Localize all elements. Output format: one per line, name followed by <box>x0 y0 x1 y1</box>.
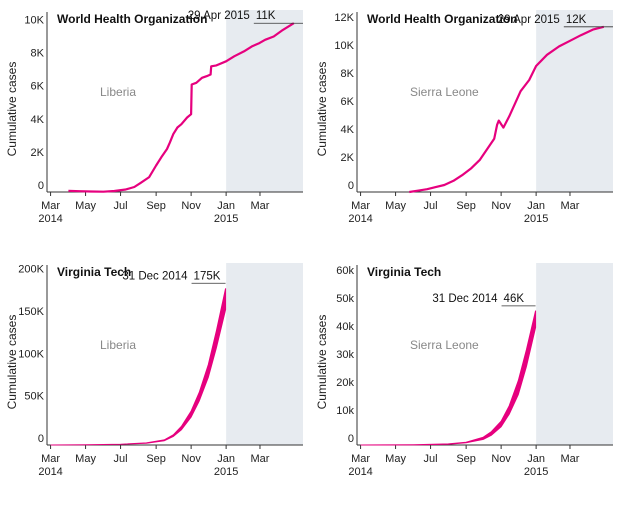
x-tick-year-label: 2014 <box>348 213 372 225</box>
chart-svg: World Health Organization Cumulative case… <box>5 10 303 225</box>
x-tick-label: Mar <box>351 453 370 465</box>
x-tick-label: Nov <box>491 453 511 465</box>
y-tick-label: 0 <box>38 180 44 192</box>
chart-source-title: World Health Organization <box>57 12 207 26</box>
x-tick-year-label: 2015 <box>524 213 548 225</box>
annotation-date: 29 Apr 2015 <box>188 10 250 22</box>
x-tick-year-label: 2014 <box>38 466 62 478</box>
y-tick-label: 4K <box>341 124 355 136</box>
x-tick-label: Mar <box>560 453 579 465</box>
x-tick-label: Sep <box>146 200 166 212</box>
chart-source-title: World Health Organization <box>367 12 517 26</box>
x-tick-label: Sep <box>456 453 476 465</box>
y-tick-label: 0 <box>348 433 354 445</box>
y-tick-label: 30k <box>336 349 354 361</box>
x-tick-year-label: 2015 <box>214 466 238 478</box>
x-tick-label: May <box>385 200 406 212</box>
y-tick-label: 2K <box>31 147 45 159</box>
y-tick-label: 8K <box>341 68 355 80</box>
x-tick-year-label: 2014 <box>38 213 62 225</box>
chart-who-liberia: World Health Organization Cumulative case… <box>0 0 310 252</box>
y-tick-label: 50K <box>24 391 44 403</box>
x-tick-label: Nov <box>491 200 511 212</box>
x-tick-label: Jul <box>424 453 438 465</box>
shaded-region <box>536 10 613 192</box>
y-tick-label: 60k <box>336 265 354 277</box>
x-tick-label: Jul <box>424 200 438 212</box>
chart-svg: Virginia Tech Cumulative cases 0 10k 20k 30k 4… <box>315 263 613 478</box>
x-tick-year-label: 2015 <box>524 466 548 478</box>
y-tick-label: 10K <box>334 40 354 52</box>
x-tick-label: Mar <box>351 200 370 212</box>
y-tick-label: 40k <box>336 321 354 333</box>
y-axis-title: Cumulative cases <box>5 62 19 157</box>
region-label: Sierra Leone <box>410 85 479 99</box>
annotation-date: 29 Apr 2015 <box>498 14 560 26</box>
chart-svg: Virginia Tech Cumulative cases 0 50K 100K 150… <box>5 263 303 478</box>
y-tick-label: 20k <box>336 377 354 389</box>
y-tick-label: 100K <box>18 348 44 360</box>
x-tick-label: Jan <box>527 453 545 465</box>
x-tick-label: Mar <box>250 200 269 212</box>
y-tick-label: 200K <box>18 264 44 276</box>
chart-vt-sierra-leone: Virginia Tech Cumulative cases 0 10k 20k 30k 4… <box>310 253 620 505</box>
chart-source-title: Virginia Tech <box>57 265 131 279</box>
y-tick-label: 12K <box>334 12 354 24</box>
y-axis-title: Cumulative cases <box>5 315 19 410</box>
shaded-region <box>536 263 613 445</box>
x-tick-year-label: 2015 <box>214 213 238 225</box>
x-tick-label: Nov <box>181 453 201 465</box>
chart-source-title: Virginia Tech <box>367 265 441 279</box>
x-tick-year-label: 2014 <box>348 466 372 478</box>
y-tick-label: 150K <box>18 306 44 318</box>
y-tick-label: 0 <box>348 180 354 192</box>
series-line <box>68 22 295 193</box>
x-tick-label: Jul <box>114 200 128 212</box>
annotation-value: 12K <box>566 14 587 26</box>
annotation-date: 31 Dec 2014 <box>122 270 188 282</box>
x-tick-label: Jan <box>217 453 235 465</box>
region-label: Liberia <box>100 85 136 99</box>
x-tick-label: Mar <box>560 200 579 212</box>
y-tick-label: 50k <box>336 293 354 305</box>
region-label: Sierra Leone <box>410 338 479 352</box>
y-axis-title: Cumulative cases <box>315 315 329 410</box>
annotation-value: 11K <box>256 10 276 22</box>
chart-svg: World Health Organization Cumulative case… <box>315 10 613 225</box>
x-tick-label: Sep <box>456 200 476 212</box>
annotation-date: 31 Dec 2014 <box>432 293 498 305</box>
y-tick-label: 6K <box>31 81 45 93</box>
x-tick-label: Mar <box>41 453 60 465</box>
x-tick-label: Sep <box>146 453 166 465</box>
x-tick-label: Jul <box>114 453 128 465</box>
y-tick-label: 8K <box>31 48 45 60</box>
x-tick-label: May <box>75 200 96 212</box>
series-band <box>360 310 537 446</box>
series-band <box>50 288 227 446</box>
annotation-value: 175K <box>194 270 221 282</box>
x-tick-label: Jan <box>527 200 545 212</box>
x-tick-label: Jan <box>217 200 235 212</box>
y-axis-title: Cumulative cases <box>315 62 329 157</box>
x-tick-label: Mar <box>250 453 269 465</box>
shaded-region <box>226 10 303 192</box>
y-tick-label: 6K <box>341 96 355 108</box>
y-tick-label: 10K <box>24 15 44 27</box>
y-tick-label: 10k <box>336 405 354 417</box>
annotation-value: 46K <box>504 293 525 305</box>
region-label: Liberia <box>100 338 136 352</box>
series-line <box>409 25 605 194</box>
y-tick-label: 4K <box>31 114 45 126</box>
chart-vt-liberia: Virginia Tech Cumulative cases 0 50K 100K 150… <box>0 253 310 505</box>
y-tick-label: 2K <box>341 152 355 164</box>
x-tick-label: May <box>385 453 406 465</box>
x-tick-label: Nov <box>181 200 201 212</box>
x-tick-label: May <box>75 453 96 465</box>
chart-who-sierra-leone: World Health Organization Cumulative case… <box>310 0 620 252</box>
shaded-region <box>226 263 303 445</box>
x-tick-label: Mar <box>41 200 60 212</box>
y-tick-label: 0 <box>38 433 44 445</box>
